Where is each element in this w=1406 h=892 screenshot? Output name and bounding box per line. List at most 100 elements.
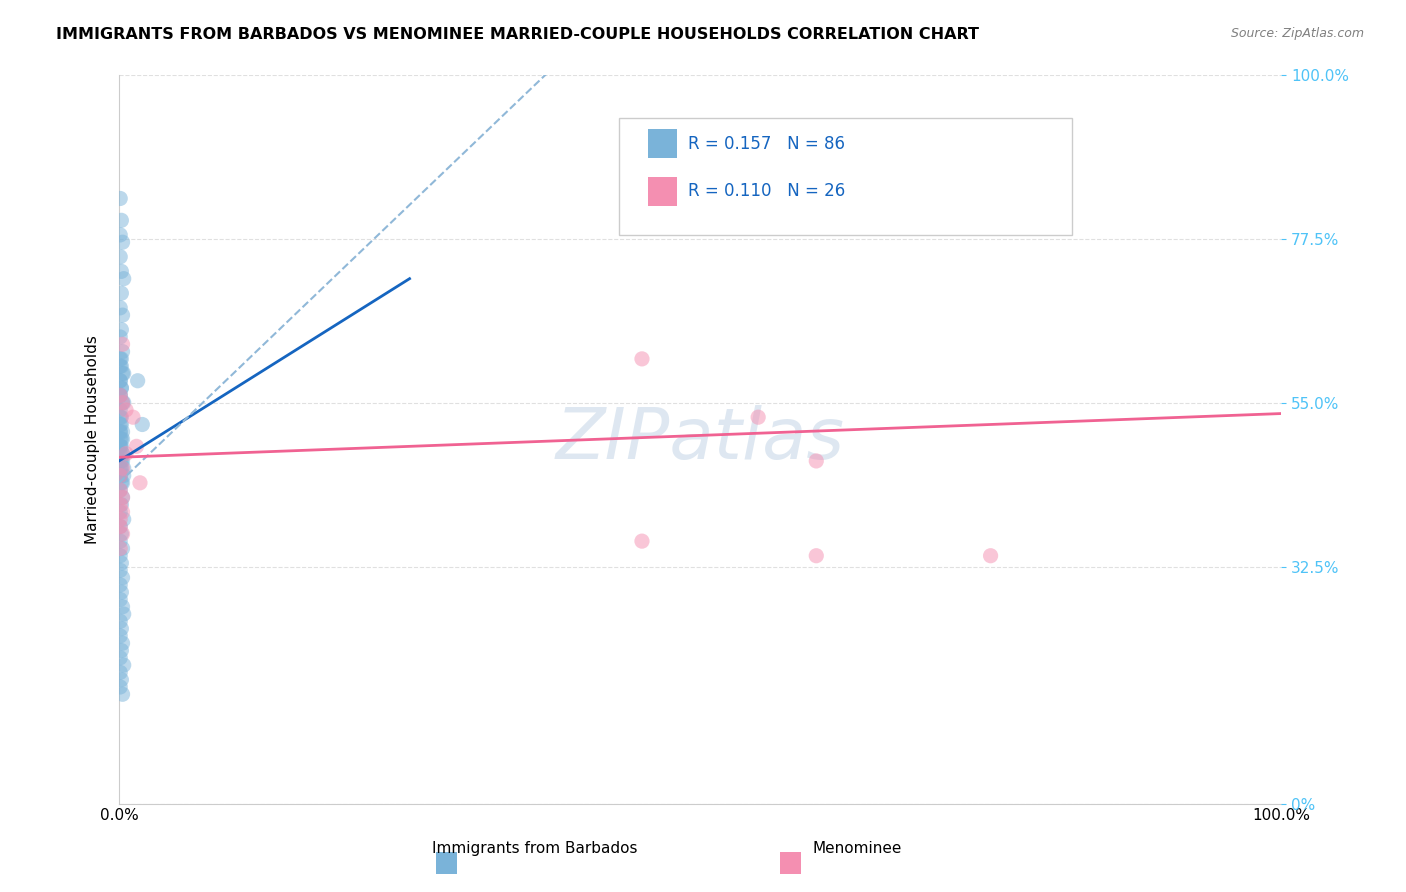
Point xyxy=(108,417,131,432)
Point xyxy=(108,432,131,446)
Point xyxy=(108,439,131,453)
Text: R = 0.110   N = 26: R = 0.110 N = 26 xyxy=(689,182,845,200)
Point xyxy=(747,410,769,425)
Point xyxy=(806,549,828,563)
Point xyxy=(131,417,153,432)
Point xyxy=(112,607,135,621)
Text: Menominee: Menominee xyxy=(813,841,903,856)
Point xyxy=(111,599,134,614)
Point xyxy=(108,615,131,629)
Point xyxy=(108,454,131,468)
Point xyxy=(111,491,134,505)
Point xyxy=(127,374,149,388)
Point xyxy=(111,447,134,461)
Point xyxy=(111,475,134,490)
Point xyxy=(108,519,131,533)
Point xyxy=(108,439,131,453)
Point xyxy=(111,636,134,650)
Point xyxy=(110,213,132,227)
Point xyxy=(108,351,131,366)
Point xyxy=(112,461,135,475)
Point xyxy=(111,541,134,556)
Point xyxy=(108,388,131,402)
Point xyxy=(806,454,828,468)
Point xyxy=(110,475,132,490)
Point xyxy=(108,374,131,388)
Point xyxy=(108,447,131,461)
Point xyxy=(110,381,132,395)
Point xyxy=(110,439,132,453)
Point xyxy=(108,388,131,402)
Point xyxy=(111,447,134,461)
Text: IMMIGRANTS FROM BARBADOS VS MENOMINEE MARRIED-COUPLE HOUSEHOLDS CORRELATION CHAR: IMMIGRANTS FROM BARBADOS VS MENOMINEE MA… xyxy=(56,27,979,42)
Point xyxy=(631,351,654,366)
Point xyxy=(108,650,131,665)
Point xyxy=(108,425,131,439)
Point xyxy=(110,359,132,373)
Point xyxy=(111,454,134,468)
Point xyxy=(112,271,135,285)
Bar xyxy=(648,177,676,206)
Point xyxy=(108,301,131,315)
Text: ZIPatlas: ZIPatlas xyxy=(555,405,845,474)
Point xyxy=(108,592,131,607)
Point xyxy=(108,578,131,592)
Point xyxy=(108,563,131,577)
Point xyxy=(112,468,135,483)
Point xyxy=(111,461,134,475)
Point xyxy=(108,468,131,483)
Point xyxy=(112,512,135,526)
Point xyxy=(122,410,145,425)
Point xyxy=(129,475,152,490)
Point xyxy=(108,359,131,373)
Point xyxy=(111,395,134,409)
Point xyxy=(110,286,132,301)
Point xyxy=(108,680,131,694)
Point xyxy=(110,556,132,570)
Point xyxy=(110,432,132,446)
Point xyxy=(111,526,134,541)
Point xyxy=(111,344,134,359)
Point xyxy=(108,410,131,425)
Point xyxy=(108,519,131,533)
Point xyxy=(108,250,131,264)
Point xyxy=(110,454,132,468)
Point xyxy=(980,549,1002,563)
Point xyxy=(111,571,134,585)
Point xyxy=(108,665,131,680)
Point xyxy=(110,323,132,337)
Point xyxy=(111,235,134,250)
Point xyxy=(125,439,148,453)
Point xyxy=(111,395,134,409)
Point xyxy=(980,220,1002,235)
Point xyxy=(111,337,134,351)
Text: Immigrants from Barbados: Immigrants from Barbados xyxy=(432,841,637,856)
Point xyxy=(108,483,131,497)
Point xyxy=(110,351,132,366)
Point xyxy=(108,461,131,475)
Point xyxy=(115,447,138,461)
Point xyxy=(108,541,131,556)
Point xyxy=(110,673,132,687)
Point xyxy=(108,505,131,519)
Point xyxy=(112,395,135,409)
Y-axis label: Married-couple Households: Married-couple Households xyxy=(86,334,100,543)
Point xyxy=(110,498,132,512)
Point xyxy=(110,410,132,425)
Point xyxy=(110,461,132,475)
Point xyxy=(108,468,131,483)
Point xyxy=(108,191,131,205)
Point xyxy=(108,498,131,512)
Point xyxy=(108,534,131,549)
Point xyxy=(108,468,131,483)
Point xyxy=(111,432,134,446)
Point xyxy=(110,643,132,657)
Point xyxy=(110,585,132,599)
Point xyxy=(108,483,131,497)
Point xyxy=(111,687,134,701)
Point xyxy=(110,417,132,432)
Point xyxy=(111,491,134,505)
Point xyxy=(108,330,131,344)
Text: R = 0.157   N = 86: R = 0.157 N = 86 xyxy=(689,135,845,153)
Point xyxy=(110,264,132,278)
